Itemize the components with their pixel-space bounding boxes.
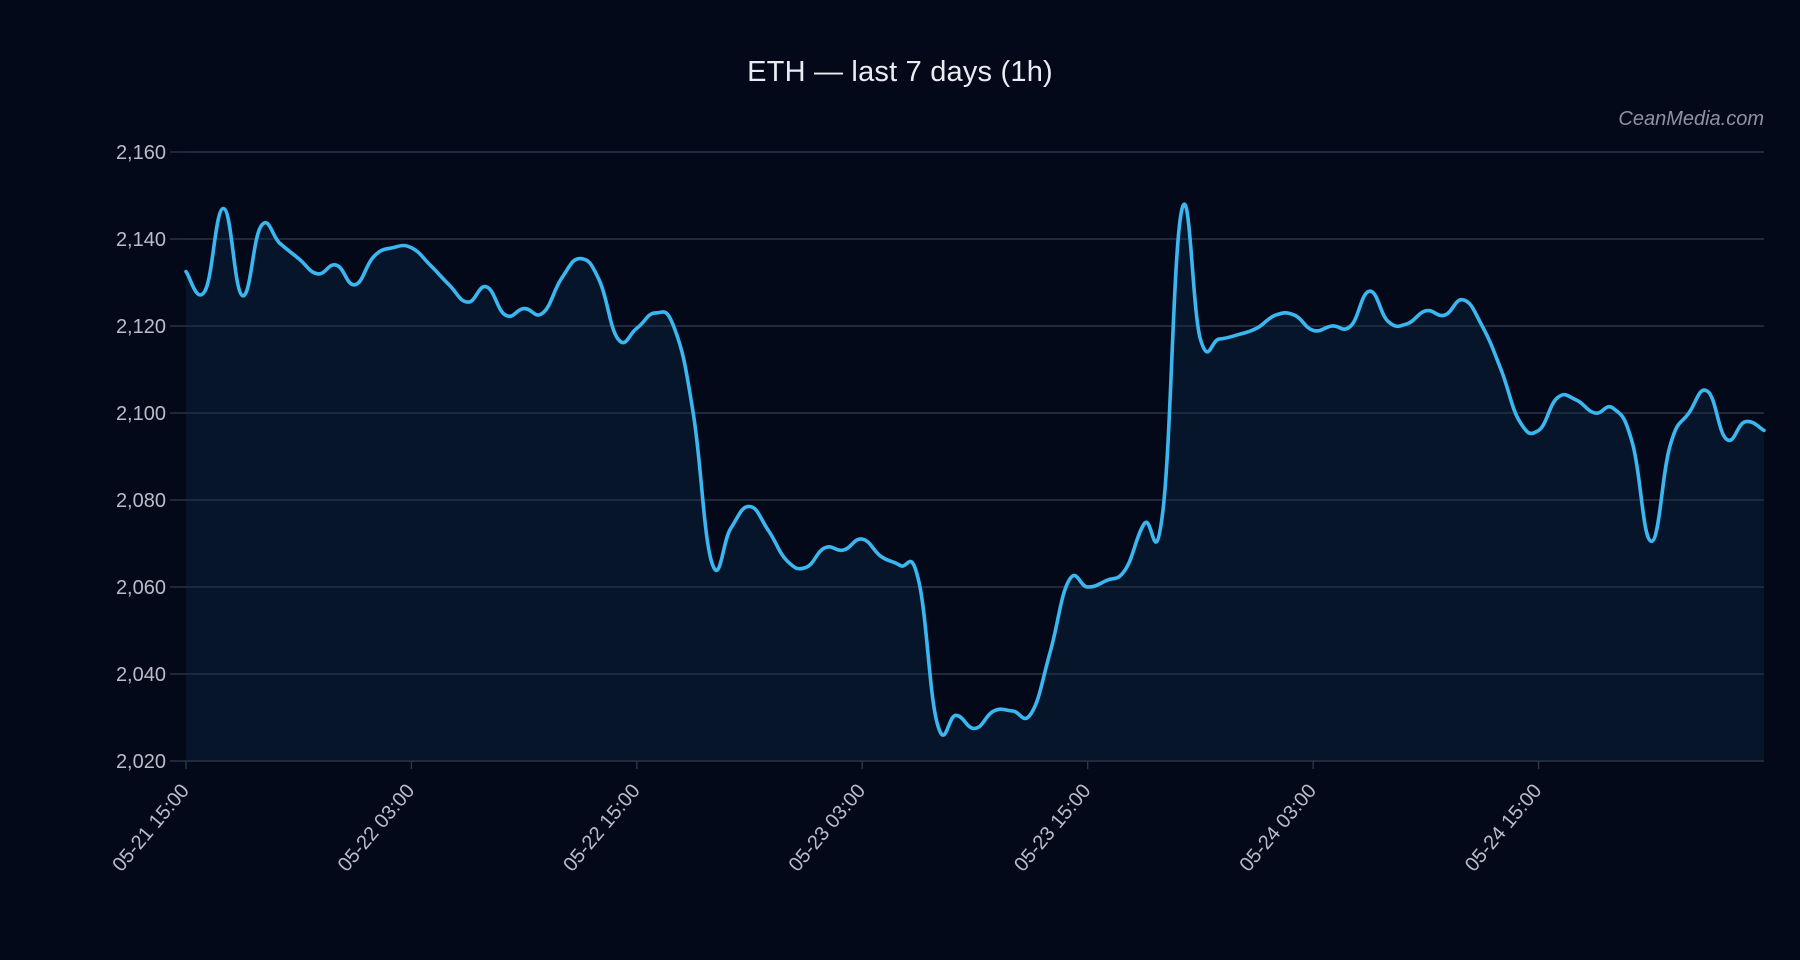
line-layer bbox=[184, 202, 1766, 737]
y-tick-label: 2,100 bbox=[116, 403, 166, 425]
series-line bbox=[184, 202, 1766, 737]
x-tick-label: 05-23 15:00 bbox=[1010, 780, 1095, 876]
x-tick-label: 05-24 15:00 bbox=[1461, 780, 1546, 876]
chart-title: ETH — last 7 days (1h) bbox=[747, 56, 1053, 88]
x-axis-ticks: 05-21 15:00 05-22 03:00 05-22 15:00 05-23 0… bbox=[108, 761, 1546, 876]
y-tick-label: 2,140 bbox=[116, 229, 166, 251]
y-tick-label: 2,120 bbox=[116, 316, 166, 338]
x-tick-label: 05-21 15:00 bbox=[108, 780, 193, 876]
y-tick-label: 2,040 bbox=[116, 664, 166, 686]
x-tick-label: 05-23 03:00 bbox=[785, 780, 870, 876]
x-tick-label: 05-24 03:00 bbox=[1235, 780, 1320, 876]
x-tick-label: 05-22 15:00 bbox=[559, 780, 644, 876]
y-tick-label: 2,160 bbox=[116, 142, 166, 164]
y-tick-label: 2,020 bbox=[116, 751, 166, 773]
y-axis-ticks: 2,020 2,040 2,060 2,080 2,100 2,120 2,140 2,160 bbox=[116, 142, 166, 773]
y-tick-label: 2,080 bbox=[116, 490, 166, 512]
x-tick-label: 05-22 03:00 bbox=[334, 780, 419, 876]
area-layer bbox=[186, 151, 1764, 762]
watermark: CeanMedia.com bbox=[1618, 108, 1764, 130]
y-tick-label: 2,060 bbox=[116, 577, 166, 599]
series-area bbox=[186, 204, 1764, 762]
